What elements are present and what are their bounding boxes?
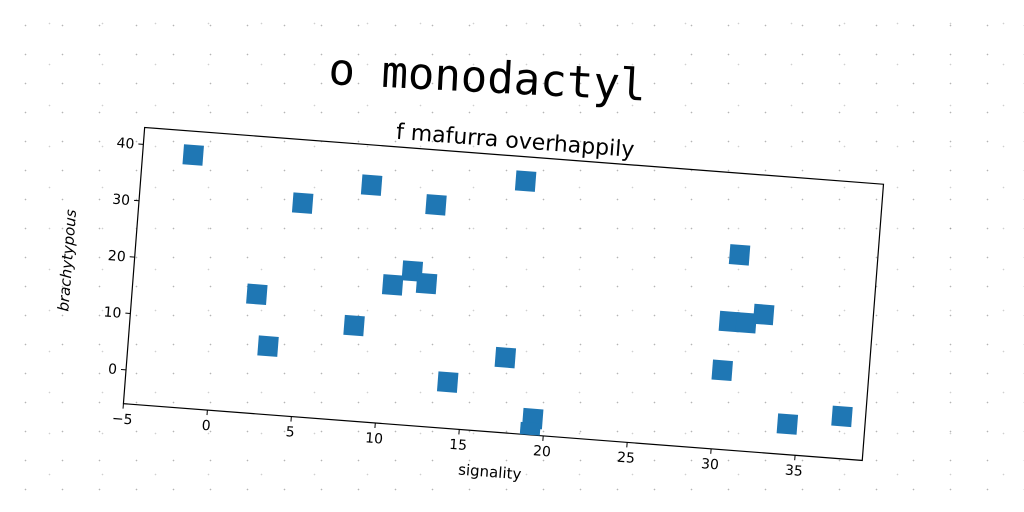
data-point [436, 371, 459, 393]
data-point [735, 312, 757, 334]
x-tick-label: 35 [784, 463, 803, 480]
data-point [182, 144, 204, 166]
plot-area-frame [122, 126, 885, 462]
data-point [415, 272, 438, 295]
x-tick-label: 30 [700, 456, 719, 473]
plot-group: f mafurra overhappily −5 0 5 10 15 20 25 30 35 0… [54, 120, 885, 484]
data-points [182, 144, 853, 461]
data-point [711, 359, 733, 382]
data-point [635, 452, 657, 461]
data-point [246, 283, 268, 306]
data-point [728, 244, 751, 266]
x-tick-label: 5 [285, 424, 295, 441]
y-axis: 0 10 20 30 40 [103, 135, 144, 378]
x-axis: −5 0 5 10 15 20 25 30 35 [111, 403, 803, 480]
x-tick-label: 25 [616, 450, 635, 467]
x-tick-label: 10 [365, 430, 384, 447]
x-tick-label: 15 [449, 437, 468, 454]
data-point [425, 194, 447, 216]
data-point [831, 405, 853, 428]
data-point [494, 346, 517, 369]
data-point [343, 314, 365, 337]
x-tick-label: 20 [532, 443, 551, 460]
data-point [360, 174, 383, 196]
x-tick-label: 0 [201, 418, 211, 435]
data-point [291, 192, 314, 214]
y-tick-label: 10 [103, 304, 122, 321]
x-tick-label: −5 [111, 411, 133, 429]
data-point [519, 421, 541, 444]
y-tick-label: 40 [116, 135, 135, 152]
data-point [257, 335, 279, 357]
x-axis-label: signality [458, 461, 523, 484]
data-point [381, 274, 404, 296]
data-point [718, 310, 741, 333]
y-axis-label: brachytypous [54, 209, 80, 313]
y-tick-label: 20 [107, 248, 126, 265]
y-tick-label: 30 [112, 192, 131, 209]
data-point [776, 413, 799, 435]
data-point [752, 303, 775, 326]
data-point [514, 170, 537, 192]
y-tick-label: 0 [107, 361, 117, 378]
